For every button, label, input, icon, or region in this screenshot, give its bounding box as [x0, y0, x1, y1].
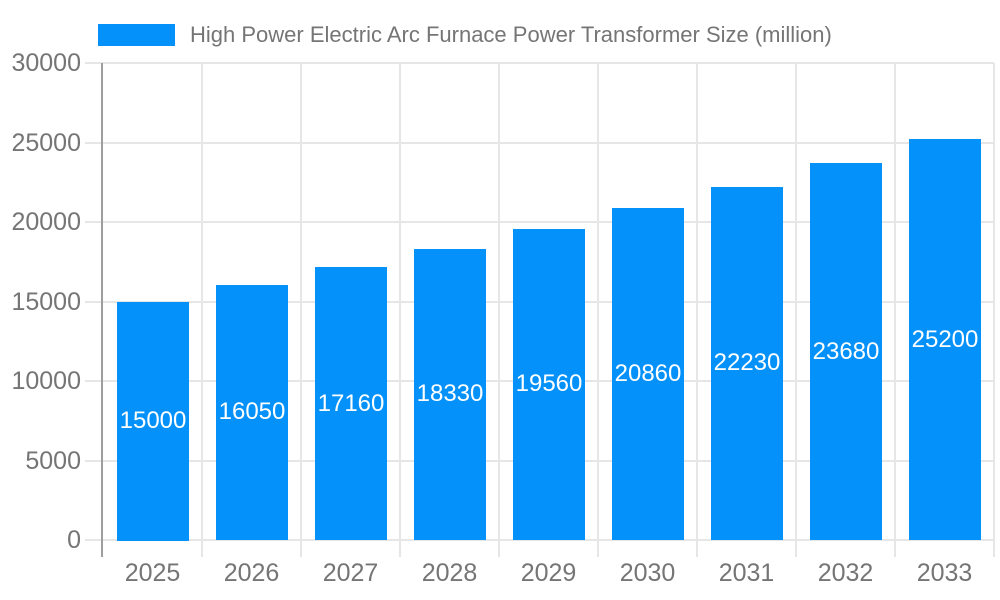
y-axis-label: 5000	[25, 447, 81, 475]
x-gridline	[201, 63, 203, 540]
bar-2029[interactable]	[513, 229, 585, 540]
y-axis-label: 15000	[11, 288, 81, 316]
x-axis-label: 2033	[916, 559, 973, 587]
x-axis-label: 2031	[718, 559, 775, 587]
bar-2030[interactable]	[612, 208, 684, 540]
bar-2032[interactable]	[810, 163, 882, 540]
bar-2025[interactable]	[117, 302, 189, 541]
bar-value-label: 20860	[614, 360, 682, 387]
y-axis-label: 30000	[11, 49, 81, 77]
bar-value-label: 19560	[515, 370, 583, 397]
bar-value-label: 23680	[812, 338, 880, 365]
x-axis-label: 2032	[817, 559, 874, 587]
x-gridline	[696, 63, 698, 540]
y-axis-tick	[85, 380, 103, 382]
x-axis-tick	[993, 540, 995, 557]
y-axis-tick	[85, 460, 103, 462]
bar-value-label: 15000	[119, 407, 187, 434]
bar-value-label: 22230	[713, 349, 781, 376]
y-gridline	[103, 539, 994, 541]
y-axis-label: 0	[67, 526, 81, 554]
y-axis-label: 20000	[11, 208, 81, 236]
x-axis-tick	[696, 540, 698, 557]
x-gridline	[894, 63, 896, 540]
bar-2026[interactable]	[216, 285, 288, 540]
bar-value-label: 16050	[218, 398, 286, 425]
legend-swatch	[98, 24, 175, 46]
y-axis-label: 10000	[11, 367, 81, 395]
x-axis-label: 2025	[124, 559, 181, 587]
y-axis-tick	[85, 62, 103, 64]
y-axis-tick	[85, 142, 103, 144]
x-axis-tick	[399, 540, 401, 557]
y-axis-label: 25000	[11, 129, 81, 157]
x-axis-label: 2030	[619, 559, 676, 587]
x-axis-label: 2026	[223, 559, 280, 587]
bar-value-label: 18330	[416, 380, 484, 407]
y-axis-tick	[85, 301, 103, 303]
x-axis-label: 2029	[520, 559, 577, 587]
x-axis-tick	[795, 540, 797, 557]
x-axis-tick	[894, 540, 896, 557]
y-axis-tick	[85, 221, 103, 223]
bar-2033[interactable]	[909, 139, 981, 540]
x-axis-tick	[201, 540, 203, 557]
chart-title: High Power Electric Arc Furnace Power Tr…	[190, 22, 832, 47]
bar-2031[interactable]	[711, 187, 783, 540]
bar-value-label: 25200	[911, 326, 979, 353]
legend-item[interactable]: High Power Electric Arc Furnace Power Tr…	[98, 22, 832, 48]
bar-value-label: 17160	[317, 390, 385, 417]
y-axis-line	[101, 63, 103, 557]
y-gridline	[103, 62, 994, 64]
x-axis-tick	[498, 540, 500, 557]
x-gridline	[795, 63, 797, 540]
plot-area: 0 5000 10000 15000 20000 25000 30000 15000 2025 1…	[11, 50, 995, 586]
y-gridline	[103, 142, 994, 144]
y-axis-tick	[85, 539, 103, 541]
x-axis-tick	[300, 540, 302, 557]
x-axis-tick	[597, 540, 599, 557]
bar-2028[interactable]	[414, 249, 486, 540]
x-axis-label: 2027	[322, 559, 379, 587]
x-gridline	[300, 63, 302, 540]
x-axis-label: 2028	[421, 559, 478, 587]
x-gridline	[498, 63, 500, 540]
x-gridline	[993, 63, 995, 540]
x-gridline	[597, 63, 599, 540]
bar-2027[interactable]	[315, 267, 387, 540]
y-gridline	[103, 221, 994, 223]
x-gridline	[399, 63, 401, 540]
